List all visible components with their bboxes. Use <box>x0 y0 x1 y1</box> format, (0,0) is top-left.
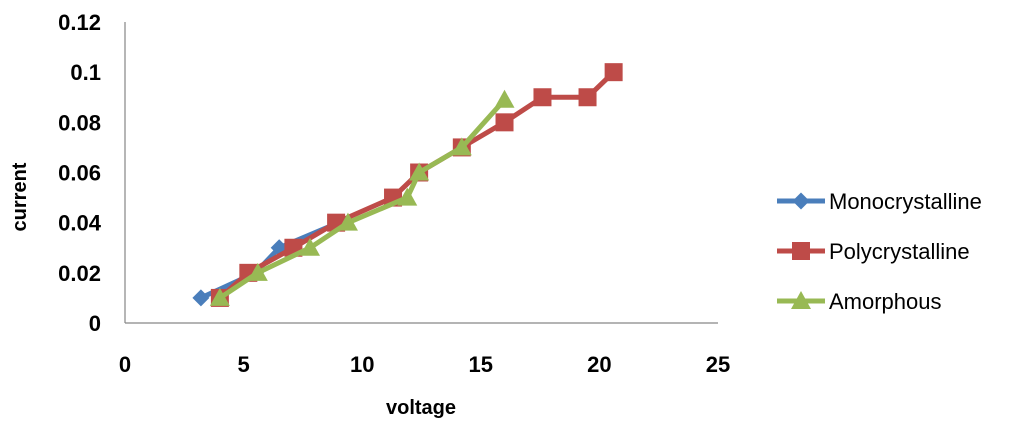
y-tick-label: 0 <box>89 311 101 336</box>
y-tick-label: 0.02 <box>58 261 101 286</box>
x-tick-label: 0 <box>119 352 131 377</box>
legend-item-amorphous: Amorphous <box>777 289 942 314</box>
legend-label: Monocrystalline <box>829 189 982 214</box>
x-tick-label: 5 <box>237 352 249 377</box>
series-line-amorphous <box>217 97 507 301</box>
y-axis-title: current <box>9 162 31 231</box>
legend-item-polycrystalline: Polycrystalline <box>777 239 970 264</box>
data-point-polycrystalline <box>604 63 623 82</box>
data-point-amorphous <box>247 262 268 281</box>
y-tick-label: 0.12 <box>58 10 101 35</box>
data-point-amorphous <box>451 137 472 156</box>
x-tick-label: 20 <box>587 352 611 377</box>
axes <box>124 22 718 324</box>
series-amorphous <box>209 89 515 306</box>
x-tick-label: 10 <box>350 352 374 377</box>
y-tick-label: 0.06 <box>58 161 101 186</box>
data-point-amorphous <box>397 187 418 206</box>
data-point-amorphous <box>300 237 321 256</box>
data-point-amorphous <box>209 287 230 306</box>
data-point-amorphous <box>409 162 430 181</box>
x-tick-labels: 0 5 10 15 20 25 <box>119 352 730 377</box>
x-tick-label: 15 <box>469 352 493 377</box>
legend: Monocrystalline Polycrystalline Amorphous <box>777 189 982 314</box>
data-point-amorphous <box>337 212 358 231</box>
series-polycrystalline <box>210 63 623 307</box>
y-tick-label: 0.1 <box>70 60 101 85</box>
plot-area <box>192 63 623 307</box>
legend-label: Amorphous <box>829 289 942 314</box>
data-point-polycrystalline <box>495 113 514 132</box>
legend-swatch-marker <box>792 242 810 260</box>
legend-label: Polycrystalline <box>829 239 970 264</box>
data-point-monocrystalline <box>192 289 210 307</box>
legend-swatch-marker <box>791 291 811 309</box>
x-axis-title: voltage <box>386 397 456 419</box>
data-point-polycrystalline <box>533 88 552 107</box>
legend-item-monocrystalline: Monocrystalline <box>777 189 982 214</box>
y-tick-label: 0.08 <box>58 110 101 135</box>
y-tick-labels: 0 0.02 0.04 0.06 0.08 0.1 0.12 <box>58 10 102 336</box>
x-tick-label: 25 <box>706 352 730 377</box>
data-point-amorphous <box>494 89 515 108</box>
data-point-polycrystalline <box>578 88 597 107</box>
legend-swatch-marker <box>792 192 810 210</box>
y-tick-label: 0.04 <box>58 211 102 236</box>
